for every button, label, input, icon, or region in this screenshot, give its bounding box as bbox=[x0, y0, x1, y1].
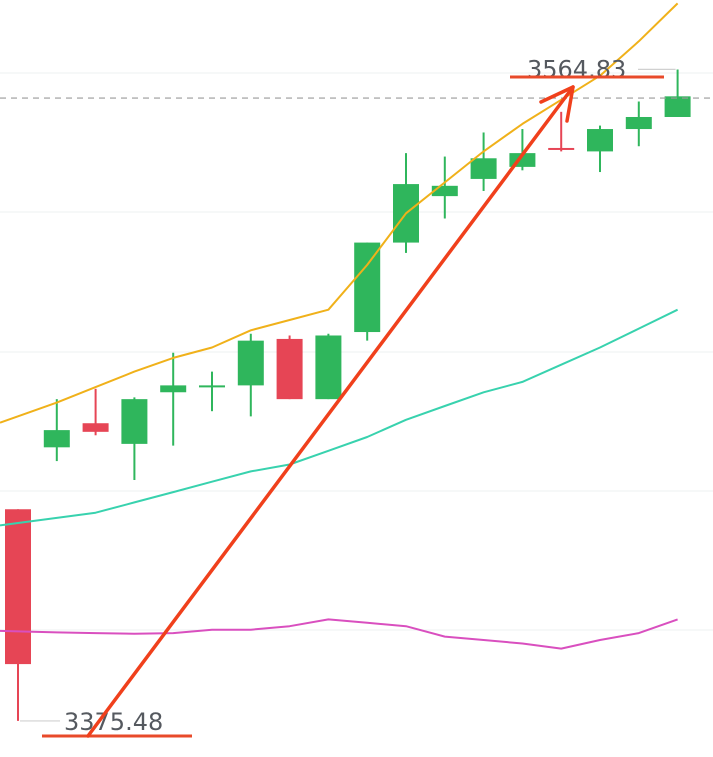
candle-body-6 bbox=[237, 340, 264, 386]
low-price-label: 3375.48 bbox=[64, 708, 163, 736]
candle-body-3 bbox=[121, 399, 148, 444]
annotations: 3564.83 3375.48 bbox=[20, 55, 676, 738]
candle-body-11 bbox=[431, 185, 458, 197]
ma-short-line bbox=[0, 2, 679, 424]
candle-body-17 bbox=[664, 96, 691, 117]
candle-body-8 bbox=[315, 335, 342, 400]
candle-body-9 bbox=[354, 242, 381, 333]
candle-body-12 bbox=[470, 158, 497, 179]
ma-mid-line bbox=[0, 308, 679, 527]
candle-body-0 bbox=[5, 509, 31, 665]
candles-group bbox=[5, 69, 691, 721]
candle-body-5 bbox=[199, 385, 225, 388]
candle-body-15 bbox=[587, 129, 613, 152]
trend-arrow-head bbox=[539, 85, 575, 123]
candle-body-1 bbox=[43, 430, 70, 448]
high-price-label: 3564.83 bbox=[527, 55, 626, 83]
trend-arrow-shaft bbox=[86, 85, 575, 738]
grid-lines bbox=[0, 72, 713, 631]
candle-body-14 bbox=[548, 147, 575, 150]
candle-body-2 bbox=[82, 423, 109, 432]
ma-long-line bbox=[0, 618, 678, 650]
candle-body-4 bbox=[160, 385, 187, 393]
candle-body-7 bbox=[276, 338, 303, 400]
moving-average-lines bbox=[0, 2, 679, 650]
candle-body-16 bbox=[625, 116, 652, 130]
trend-arrow bbox=[86, 85, 575, 738]
